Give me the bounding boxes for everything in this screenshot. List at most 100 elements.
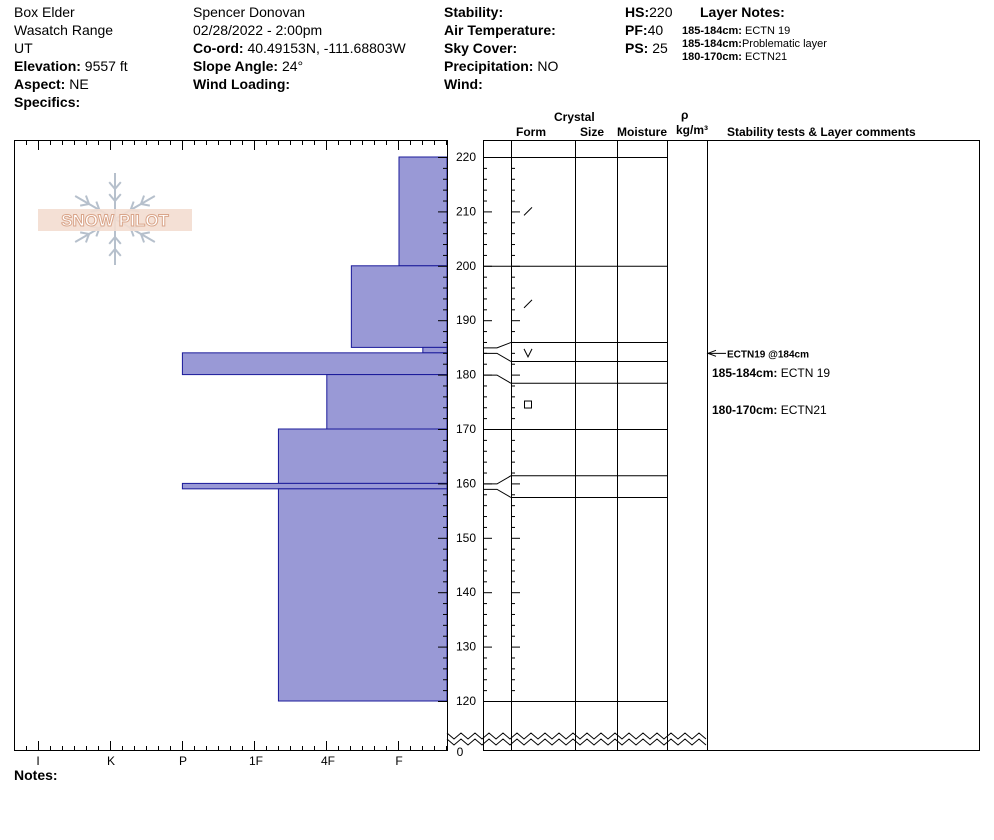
layer-note-text: ECTN21 xyxy=(745,51,788,63)
layer-comment-range: 185-184cm: xyxy=(712,366,781,380)
size-header: Size xyxy=(580,125,605,139)
depth-tick-label: 180 xyxy=(456,368,476,382)
snowpilot-logo: SNOW PILOT xyxy=(38,173,192,265)
flake-branch xyxy=(140,233,145,243)
slope-angle: Slope Angle: 24° xyxy=(193,57,303,75)
layer-connector xyxy=(483,374,512,384)
form-header: Form xyxy=(516,125,546,139)
flake-branch xyxy=(108,236,116,245)
layer-note-range: 185-184cm: xyxy=(682,25,742,37)
coord-label: Co-ord: xyxy=(193,40,244,56)
layer-note-range: 180-170cm: xyxy=(682,51,742,63)
depth-tick-label: 150 xyxy=(456,531,476,545)
aspect-label: Aspect: xyxy=(14,76,66,92)
sky-cover-label: Sky Cover: xyxy=(444,40,518,56)
wind-loading-label: Wind Loading: xyxy=(193,76,291,92)
wind-label: Wind: xyxy=(444,76,483,92)
coord-value: 40.49153N, -111.68803W xyxy=(247,40,406,56)
hs-value: 220 xyxy=(649,4,673,20)
precip-label: Precipitation: xyxy=(444,58,534,74)
flake-branch xyxy=(114,193,122,202)
flake-branch xyxy=(108,181,116,190)
layer-connector xyxy=(483,341,512,349)
rho-header: ρ xyxy=(681,108,689,122)
range: Wasatch Range xyxy=(14,22,114,38)
layer-note: 180-170cm: ECTN21 xyxy=(682,51,787,63)
location: Box Elder xyxy=(14,4,75,20)
hardness-bar xyxy=(350,265,448,348)
flake-branch xyxy=(95,201,101,211)
depth-tick-label: 170 xyxy=(456,422,476,436)
depth-tick-label: 130 xyxy=(456,640,476,654)
hardness-bar xyxy=(181,352,448,376)
pf-value: 40 xyxy=(647,22,664,38)
layer-connector xyxy=(483,352,512,362)
observer: Spencer Donovan xyxy=(193,4,306,20)
precipitation: Precipitation: NO xyxy=(444,57,558,75)
depth-break-label: 0 xyxy=(457,745,464,759)
flake-branch xyxy=(140,203,151,207)
logo-text: SNOW PILOT xyxy=(61,211,169,230)
grain-symbol-precip xyxy=(523,299,533,309)
pf-label: PF: xyxy=(625,22,648,38)
notes-label: Notes: xyxy=(14,767,58,783)
layer-connector xyxy=(483,475,512,485)
flake-branch xyxy=(140,195,145,205)
flake-branch xyxy=(114,236,122,245)
depth-tick-label: 120 xyxy=(456,694,476,708)
pf: PF:40 xyxy=(625,21,663,39)
flake-branch xyxy=(79,231,90,235)
density-unit-header: kg/m³ xyxy=(676,123,709,137)
flake-branch xyxy=(129,201,135,211)
depth-tick-label: 140 xyxy=(456,585,476,599)
layer-note-text: Problematic layer xyxy=(741,38,827,50)
aspect-value: NE xyxy=(69,76,89,92)
aspect: Aspect: NE xyxy=(14,75,89,93)
elevation-value: 9557 ft xyxy=(84,58,128,74)
layers-plot-frame xyxy=(483,140,980,751)
flake-branch xyxy=(114,181,122,190)
layer-note: 185-184cm: ECTN 19 xyxy=(682,25,790,37)
hardness-tick-label: 1F xyxy=(249,754,263,768)
flake-branch xyxy=(108,193,116,202)
moisture-header: Moisture xyxy=(617,125,668,139)
air-temp-label: Air Temperature: xyxy=(444,22,556,38)
depth-tick-label: 160 xyxy=(456,476,476,490)
flake-branch xyxy=(79,203,90,207)
hardness-tick-label: 4F xyxy=(321,754,335,768)
hardness-bar xyxy=(277,488,448,702)
layer-note-range: 185-184cm: xyxy=(682,38,742,50)
datetime: 02/28/2022 - 2:00pm xyxy=(193,22,323,38)
flake-branch xyxy=(85,233,90,243)
axis-break-zigzag xyxy=(446,732,707,740)
layer-comment: 180-170cm: ECTN21 xyxy=(712,403,827,417)
elevation-label: Elevation: xyxy=(14,58,81,74)
hardness-bar xyxy=(326,374,448,430)
stability-test-label: ECTN19 @184cm xyxy=(727,349,809,360)
specifics-label: Specifics: xyxy=(14,94,81,110)
layer-note: 185-184cm:Problematic layer xyxy=(682,38,827,50)
flake-branch xyxy=(140,231,151,235)
grain-symbol-depth-hoar xyxy=(523,348,533,358)
hardness-bar xyxy=(181,482,448,490)
slope-label: Slope Angle: xyxy=(193,58,279,74)
hs-label: HS: xyxy=(625,4,650,20)
depth-tick-label: 220 xyxy=(456,150,476,164)
layer-comment-text: ECTN21 xyxy=(781,403,827,417)
hardness-tick-label: I xyxy=(36,754,39,768)
depth-tick-label: 200 xyxy=(456,259,476,273)
depth-tick-label: 210 xyxy=(456,204,476,218)
state: UT xyxy=(14,40,33,56)
slope-value: 24° xyxy=(281,58,304,74)
hardness-bar xyxy=(277,428,448,484)
layer-comment-range: 180-170cm: xyxy=(712,403,781,417)
coordinates: Co-ord: 40.49153N, -111.68803W xyxy=(193,39,406,57)
flake-branch xyxy=(108,248,116,257)
hardness-tick-label: P xyxy=(179,754,187,768)
grain-symbol-faceted xyxy=(524,400,532,409)
layer-note-text: ECTN 19 xyxy=(745,25,791,37)
precip-value: NO xyxy=(537,58,559,74)
layer-notes-label: Layer Notes: xyxy=(700,4,785,20)
comments-header: Stability tests & Layer comments xyxy=(727,125,916,139)
